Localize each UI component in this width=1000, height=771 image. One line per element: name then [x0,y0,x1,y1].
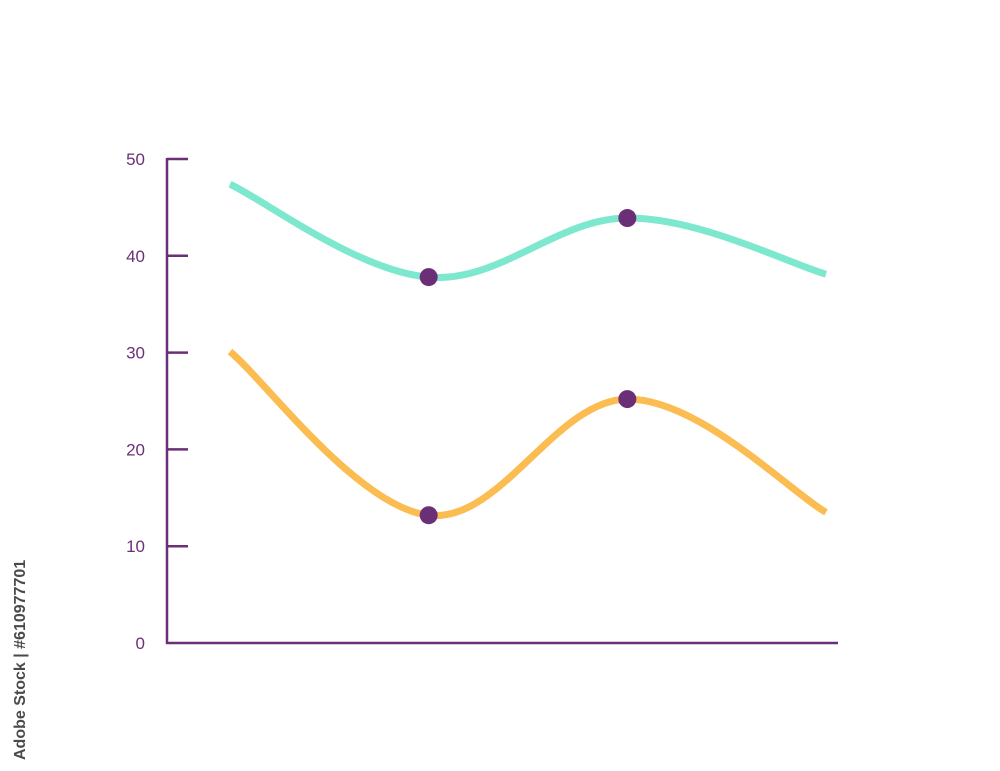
y-tick-label-40: 40 [126,247,145,266]
marker-layer [419,209,637,525]
data-point-s2-3 [618,390,637,409]
data-point-s2-2 [419,506,438,525]
y-tick-label-0: 0 [136,634,145,653]
series-layer [227,180,828,519]
series-line-2 [227,348,828,519]
y-tick-label-20: 20 [126,440,145,459]
series-line-1 [228,180,827,281]
axes: 0 10 20 30 40 50 [126,150,838,653]
data-point-s1-2 [419,268,438,287]
y-tick-label-50: 50 [126,150,145,169]
y-tick-label-10: 10 [126,537,145,556]
y-tick-label-30: 30 [126,344,145,363]
data-point-s1-3 [618,209,637,228]
watermark-stock-id: Adobe Stock | #610977701 [12,559,29,760]
